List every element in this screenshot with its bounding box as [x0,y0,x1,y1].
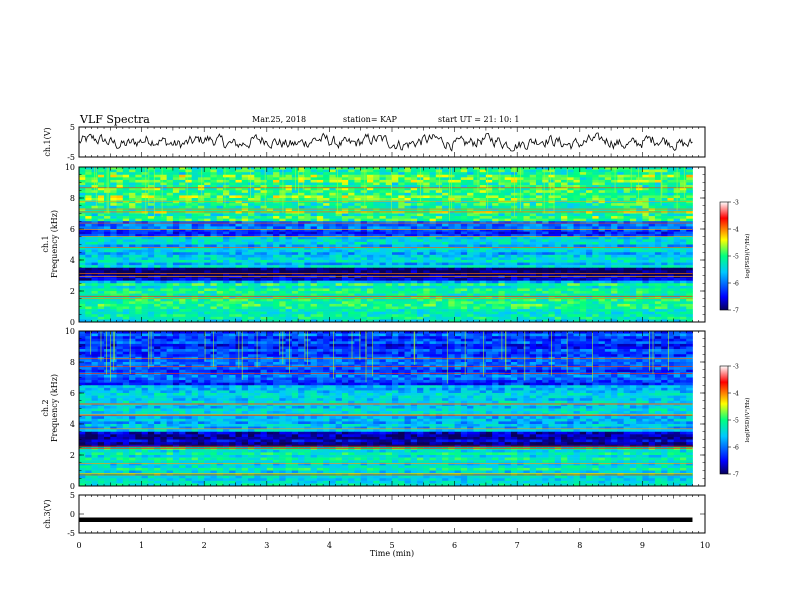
ch2-spectrogram-ylabel: Frequency (kHz) [50,374,59,442]
colorbar-tick-label: -4 [733,227,739,234]
ch1-spectrogram-panel [78,166,706,323]
ch2-spectrogram-ytick-label: 2 [70,451,75,460]
colorbar-tick-label: -5 [733,254,739,261]
colorbar-tick-label: -6 [733,281,739,288]
ch1-waveform-ylabel: ch.1(V) [43,127,52,156]
ch2-spectrogram-ytick-label: 6 [70,389,75,398]
x-tick-label: 0 [76,541,81,550]
ch2-spectrogram-ytick-label: 4 [70,420,75,429]
ch1-channel-label: ch.1 [41,235,50,252]
x-tick-label: 10 [700,541,710,550]
colorbar-tick-label: -6 [733,445,739,452]
colorbar-tick-label: -5 [733,418,739,425]
x-tick-label: 2 [202,541,207,550]
ch3-waveform-ytick-label: 5 [70,491,75,500]
ch2-colorbar-gradient [719,365,729,475]
x-tick-label: 3 [264,541,269,550]
colorbar-tick-label: -7 [733,308,739,315]
ch1-waveform-ytick-label: -5 [67,153,75,162]
ch2-colorbar-label: log(PSD)(V²/Hz) [744,398,751,443]
x-tick-label: 5 [389,541,394,550]
ch1-spectrogram-ytick-label: 4 [70,256,75,265]
colorbar-tick-label: -3 [733,200,739,207]
station-label: station= KAP [343,115,397,124]
ch3-waveform-frame [78,494,706,534]
ch2-spectrogram-ytick-label: 0 [70,482,75,491]
x-tick-label: 6 [452,541,457,550]
x-tick-label: 8 [577,541,582,550]
colorbar-tick-label: -3 [733,364,739,371]
date-label: Mar.25, 2018 [252,115,307,124]
ch2-colorbar: -3 -4 -5 -6 -7 log(PSD)(V²/Hz) [719,364,751,479]
ch1-colorbar-label: log(PSD)(V²/Hz) [744,234,751,279]
start-ut-label: start UT = 21: 10: 1 [438,115,520,124]
ch1-waveform-ytick-label: 5 [70,123,75,132]
ch1-spectrogram-ylabel: Frequency (kHz) [50,210,59,278]
ch3-waveform-ylabel: ch.3(V) [43,499,52,528]
colorbar-tick-label: -7 [733,472,739,479]
ch1-spectrogram-image [79,167,705,323]
ch3-waveform-panel [78,494,706,534]
x-tick-label: 4 [327,541,332,550]
ch3-waveform-ytick-label: -5 [67,529,75,538]
x-tick-label: 1 [139,541,144,550]
ch1-colorbar: -3 -4 -5 -6 -7 log(PSD)(V²/Hz) [719,200,751,315]
ch2-spectrogram-ytick-label: 10 [65,327,75,336]
ch2-spectrogram-ytick-label: 8 [70,358,75,367]
x-tick-label: 7 [515,541,520,550]
ch1-waveform-line [78,132,693,152]
x-tick-label: 9 [640,541,645,550]
ch2-spectrogram-image [79,331,705,487]
ch3-waveform-ytick-label: 0 [70,510,75,519]
ch1-spectrogram-ytick-label: 0 [70,318,75,327]
ch1-spectrogram-ytick-label: 6 [70,225,75,234]
ch1-spectrogram-ytick-label: 2 [70,287,75,296]
ch1-colorbar-gradient [719,201,729,311]
colorbar-tick-label: -4 [733,391,739,398]
chart-title: VLF Spectra [80,113,150,126]
ch2-channel-label: ch.2 [41,399,50,416]
ch1-spectrogram-ytick-label: 8 [70,194,75,203]
ch1-spectrogram-ytick-label: 10 [65,163,75,172]
x-axis-label: Time (min) [370,549,414,558]
ch2-spectrogram-panel [78,330,706,487]
